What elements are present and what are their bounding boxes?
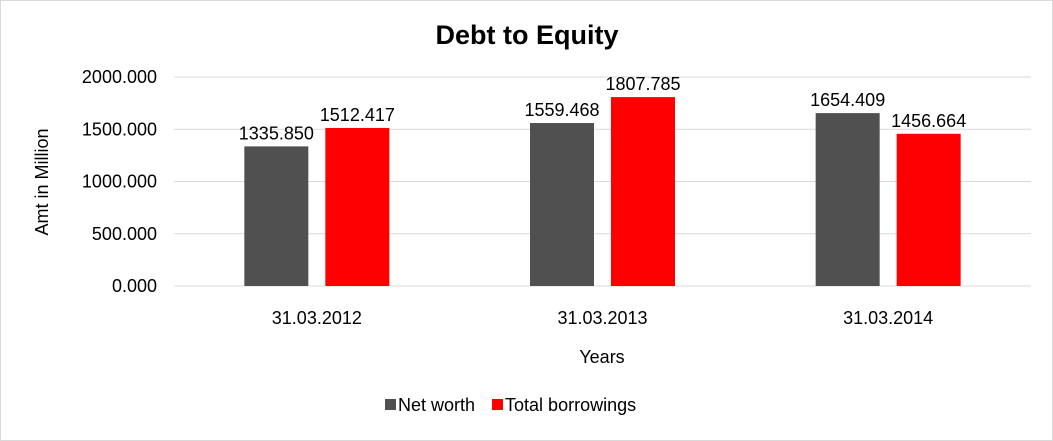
legend-swatch xyxy=(385,399,396,410)
data-label: 1335.850 xyxy=(239,123,314,143)
y-axis-ticks: 0.000 500.000 1000.000 1500.000 2000.000 xyxy=(82,67,157,296)
x-tick-label: 31.03.2013 xyxy=(557,308,647,328)
gridlines xyxy=(174,76,1031,287)
bar-total-borrowings xyxy=(896,133,961,286)
data-label: 1456.664 xyxy=(891,111,966,131)
x-tick-label: 31.03.2014 xyxy=(843,308,933,328)
y-tick-label: 0.000 xyxy=(112,276,157,296)
legend-label: Net worth xyxy=(398,395,475,415)
bars xyxy=(244,97,961,287)
bar-total-borrowings xyxy=(325,127,390,286)
data-label: 1512.417 xyxy=(320,105,395,125)
y-tick-label: 1500.000 xyxy=(82,119,157,139)
x-tick-label: 31.03.2012 xyxy=(272,308,362,328)
legend: Net worth Total borrowings xyxy=(385,395,636,415)
data-label: 1559.468 xyxy=(524,100,599,120)
bar-net-worth xyxy=(530,123,594,287)
bar-net-worth xyxy=(815,113,880,286)
bar-total-borrowings xyxy=(611,97,675,287)
legend-label: Total borrowings xyxy=(505,395,636,415)
legend-swatch xyxy=(492,399,504,410)
x-axis-title: Years xyxy=(579,347,624,367)
data-label: 1807.785 xyxy=(605,74,680,94)
y-axis-title: Amt in Million xyxy=(32,128,52,235)
data-label: 1654.409 xyxy=(810,90,885,110)
x-axis-ticks: 31.03.2012 31.03.2013 31.03.2014 xyxy=(272,308,933,328)
chart-title: Debt to Equity xyxy=(436,20,619,50)
bar-net-worth xyxy=(244,146,309,286)
data-labels: 1335.850 1512.417 1559.468 1807.785 1654.409… xyxy=(239,74,966,143)
y-tick-label: 500.000 xyxy=(92,224,157,244)
y-tick-label: 1000.000 xyxy=(82,172,157,192)
y-tick-label: 2000.000 xyxy=(82,67,157,87)
